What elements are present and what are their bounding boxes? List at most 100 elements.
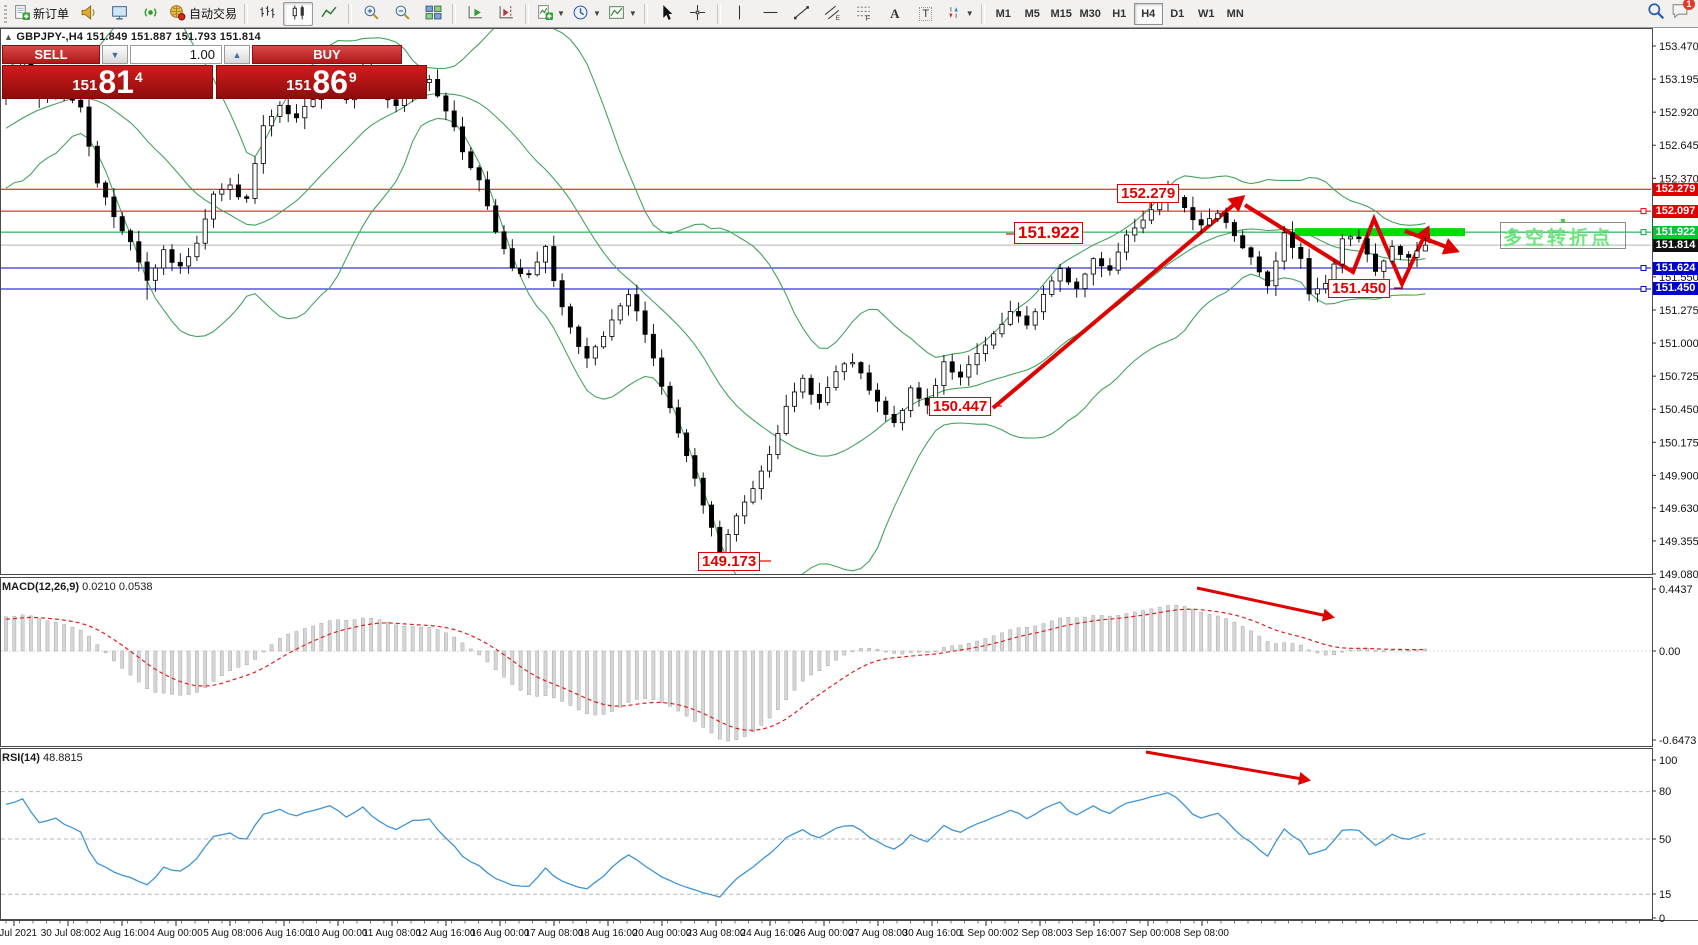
bid-pip-digit: 4: [134, 69, 143, 85]
price-axis-chip: 152.279: [1653, 183, 1698, 196]
new-order-icon: [13, 4, 30, 24]
chart-shift-button[interactable]: [491, 2, 521, 26]
templates-button[interactable]: ▼: [605, 2, 640, 26]
price-axis-tick: 152.920: [1659, 107, 1698, 119]
autoscroll-button[interactable]: [460, 2, 490, 26]
dropdown-caret-icon: ▼: [628, 9, 637, 18]
indicators-button[interactable]: ▼: [533, 2, 568, 26]
trend-arrow[interactable]: [1196, 586, 1333, 619]
price-annotation[interactable]: 149.173: [698, 552, 761, 572]
tile-windows-button[interactable]: [418, 2, 448, 26]
buy-button[interactable]: BUY: [252, 45, 402, 64]
terminal-button[interactable]: [104, 2, 134, 26]
price-axis-tick: 149.630: [1659, 503, 1698, 515]
autotrading-button[interactable]: 自动交易: [166, 2, 240, 26]
time-axis-label[interactable]: 3 Sep 16:00: [1067, 928, 1121, 939]
trendline-button[interactable]: [787, 2, 817, 26]
time-axis-label[interactable]: 16 Aug 00:00: [471, 928, 530, 939]
macd-label: MACD(12,26,9) 0.0210 0.0538: [2, 581, 153, 593]
new-order-button[interactable]: 新订单: [10, 2, 72, 26]
vertical-line-button[interactable]: [725, 2, 755, 26]
sell-button[interactable]: SELL: [2, 45, 100, 64]
timeframe-w1[interactable]: W1: [1197, 7, 1215, 20]
timeframe-m1[interactable]: M1: [995, 7, 1011, 20]
bid-price[interactable]: 151 81 4: [2, 65, 213, 99]
timeframe-m5[interactable]: M5: [1024, 7, 1040, 20]
trend-arrow[interactable]: [1243, 203, 1430, 289]
search-icon[interactable]: [1647, 2, 1665, 25]
dropdown-caret-icon: ▼: [557, 9, 565, 18]
sound-button[interactable]: [73, 2, 103, 26]
time-axis-label[interactable]: 8 Sep 08:00: [1175, 928, 1229, 939]
time-axis-label[interactable]: 2 Sep 08:00: [1013, 928, 1067, 939]
volume-up-button[interactable]: ▲: [224, 45, 250, 64]
tile-windows-icon: [425, 4, 442, 24]
time-axis-label[interactable]: 27 Aug 08:00: [849, 928, 908, 939]
signals-button[interactable]: [135, 2, 165, 26]
autoscroll-icon: [467, 4, 484, 24]
timeframe-h1[interactable]: H1: [1112, 7, 1127, 20]
bid-prefix: 151: [72, 77, 98, 94]
fibonacci-button[interactable]: F: [849, 2, 879, 26]
toolbar-grip: [4, 4, 7, 23]
time-axis-label[interactable]: 4 Aug 00:00: [149, 928, 203, 939]
price-annotation[interactable]: 151.450: [1328, 279, 1391, 299]
price-axis-tick: 149.900: [1659, 470, 1698, 482]
trend-arrow[interactable]: [1145, 750, 1309, 782]
candle-chart-button[interactable]: [283, 1, 314, 26]
time-axis-label[interactable]: 11 Aug 08:00: [363, 928, 422, 939]
time-axis-label[interactable]: 1 Sep 00:00: [959, 928, 1013, 939]
time-axis-label[interactable]: 26 Aug 00:00: [795, 928, 854, 939]
time-axis-label[interactable]: 20 Aug 00:00: [633, 928, 692, 939]
chat-button[interactable]: 1: [1671, 0, 1695, 25]
price-annotation[interactable]: 151.922: [1014, 222, 1084, 244]
label-button[interactable]: T: [911, 2, 941, 26]
time-axis-label[interactable]: 10 Aug 00:00: [309, 928, 368, 939]
ask-price[interactable]: 151 86 9: [216, 65, 427, 99]
monitor-icon: [111, 4, 128, 24]
horizontal-line-button[interactable]: [756, 2, 786, 26]
turning-point-label[interactable]: 多空转折点: [1500, 222, 1626, 249]
timeframe-h4[interactable]: H4: [1133, 2, 1163, 25]
timeframe-mn[interactable]: MN: [1226, 7, 1244, 20]
volume-down-button[interactable]: ▼: [102, 45, 128, 64]
bollinger-middle: [5, 92, 1426, 457]
time-axis-label[interactable]: 5 Aug 08:00: [203, 928, 257, 939]
text-button[interactable]: A: [880, 2, 910, 26]
time-axis-label[interactable]: 18 Aug 16:00: [579, 928, 638, 939]
timeframe-m30[interactable]: M30: [1079, 7, 1101, 20]
time-axis-label[interactable]: 23 Aug 08:00: [687, 928, 746, 939]
line-chart-button[interactable]: [314, 2, 344, 26]
bid-big-digits: 81: [98, 64, 134, 100]
channel-button[interactable]: E: [818, 2, 848, 26]
time-axis-label[interactable]: 6 Aug 16:00: [257, 928, 311, 939]
crosshair-button[interactable]: [683, 2, 713, 26]
price-axis-tick: 151.275: [1659, 305, 1698, 317]
time-axis-label[interactable]: 30 Jul 08:00: [41, 928, 96, 939]
periods-button[interactable]: ▼: [569, 2, 604, 26]
time-axis-label[interactable]: 30 Aug 16:00: [903, 928, 962, 939]
cursor-button[interactable]: [652, 2, 682, 26]
time-axis-label[interactable]: 7 Sep 00:00: [1121, 928, 1175, 939]
timeframe-d1[interactable]: D1: [1170, 7, 1185, 20]
time-axis-label[interactable]: 17 Aug 08:00: [525, 928, 584, 939]
time-axis-label[interactable]: 12 Aug 16:00: [417, 928, 476, 939]
timeframe-m15[interactable]: M15: [1050, 7, 1072, 20]
zoom-in-button[interactable]: [356, 2, 386, 26]
price-annotation[interactable]: 150.447: [929, 397, 992, 417]
price-annotation[interactable]: 152.279: [1117, 184, 1180, 204]
arrows-tool-button[interactable]: ▼: [942, 2, 977, 26]
time-axis-label[interactable]: 24 Aug 16:00: [741, 928, 800, 939]
time-axis-label[interactable]: 2 Aug 16:00: [95, 928, 149, 939]
time-axis-label[interactable]: 9 Jul 2021: [0, 928, 38, 939]
symbol-expand-icon[interactable]: ▲: [4, 32, 14, 42]
toolbar-separator: [643, 3, 648, 24]
vertical-line-icon: [731, 4, 748, 24]
rsi-axis-tick: 50: [1659, 834, 1671, 846]
zoom-out-button[interactable]: [387, 2, 417, 26]
price-axis-chip: 152.097: [1653, 205, 1698, 218]
cursor-icon: [658, 4, 675, 24]
bar-chart-button[interactable]: [252, 2, 282, 26]
volume-input[interactable]: 1.00: [130, 45, 222, 64]
